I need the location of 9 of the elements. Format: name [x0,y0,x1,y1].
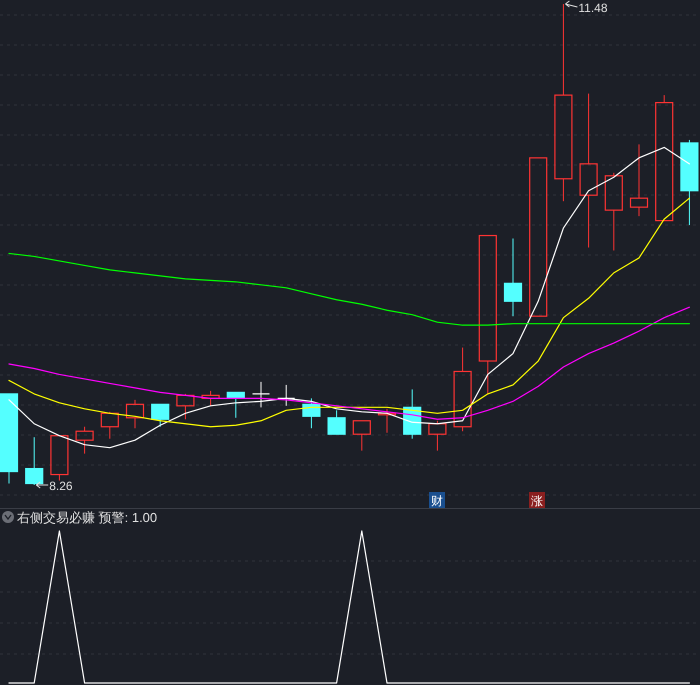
text: 财 [431,494,443,508]
candlestick [504,238,522,317]
candlestick [252,381,270,408]
candlestick [580,93,598,248]
annotation: 11.48 [578,1,608,15]
text: 涨 [531,494,543,508]
chart-title: 右侧交易必赚 预警: 1.00 [17,510,158,525]
candlestick [554,4,572,202]
annotation: 8.26 [49,479,73,493]
